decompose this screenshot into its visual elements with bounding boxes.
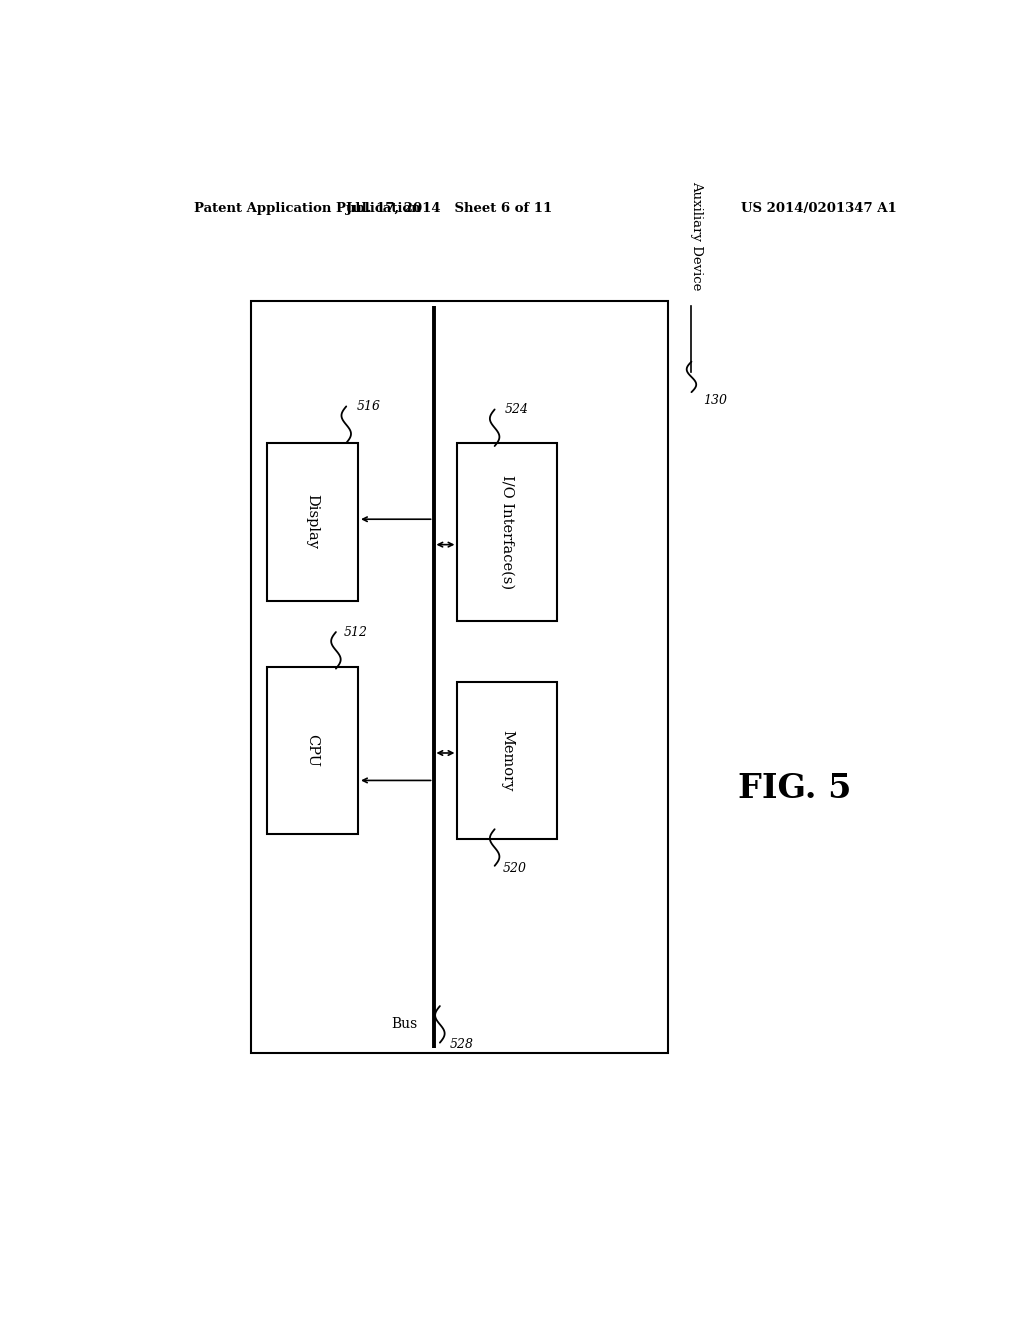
Text: 520: 520 bbox=[503, 862, 526, 875]
Text: US 2014/0201347 A1: US 2014/0201347 A1 bbox=[740, 202, 896, 215]
Text: 512: 512 bbox=[344, 626, 368, 639]
Text: 524: 524 bbox=[505, 403, 529, 416]
Text: 130: 130 bbox=[703, 395, 727, 407]
Text: Auxiliary Device: Auxiliary Device bbox=[690, 181, 702, 290]
Text: Bus: Bus bbox=[391, 1018, 418, 1031]
Bar bbox=[267, 444, 358, 601]
Text: CPU: CPU bbox=[305, 734, 319, 767]
Bar bbox=[251, 301, 668, 1053]
Text: Patent Application Publication: Patent Application Publication bbox=[194, 202, 421, 215]
Text: Memory: Memory bbox=[500, 730, 514, 791]
Text: 528: 528 bbox=[450, 1038, 473, 1051]
Text: 516: 516 bbox=[356, 400, 381, 412]
Bar bbox=[267, 667, 358, 834]
Bar bbox=[458, 444, 557, 620]
Text: Display: Display bbox=[305, 494, 319, 549]
Text: Jul. 17, 2014   Sheet 6 of 11: Jul. 17, 2014 Sheet 6 of 11 bbox=[346, 202, 553, 215]
Text: I/O Interface(s): I/O Interface(s) bbox=[500, 475, 514, 589]
Bar bbox=[458, 682, 557, 840]
Text: FIG. 5: FIG. 5 bbox=[738, 772, 851, 805]
